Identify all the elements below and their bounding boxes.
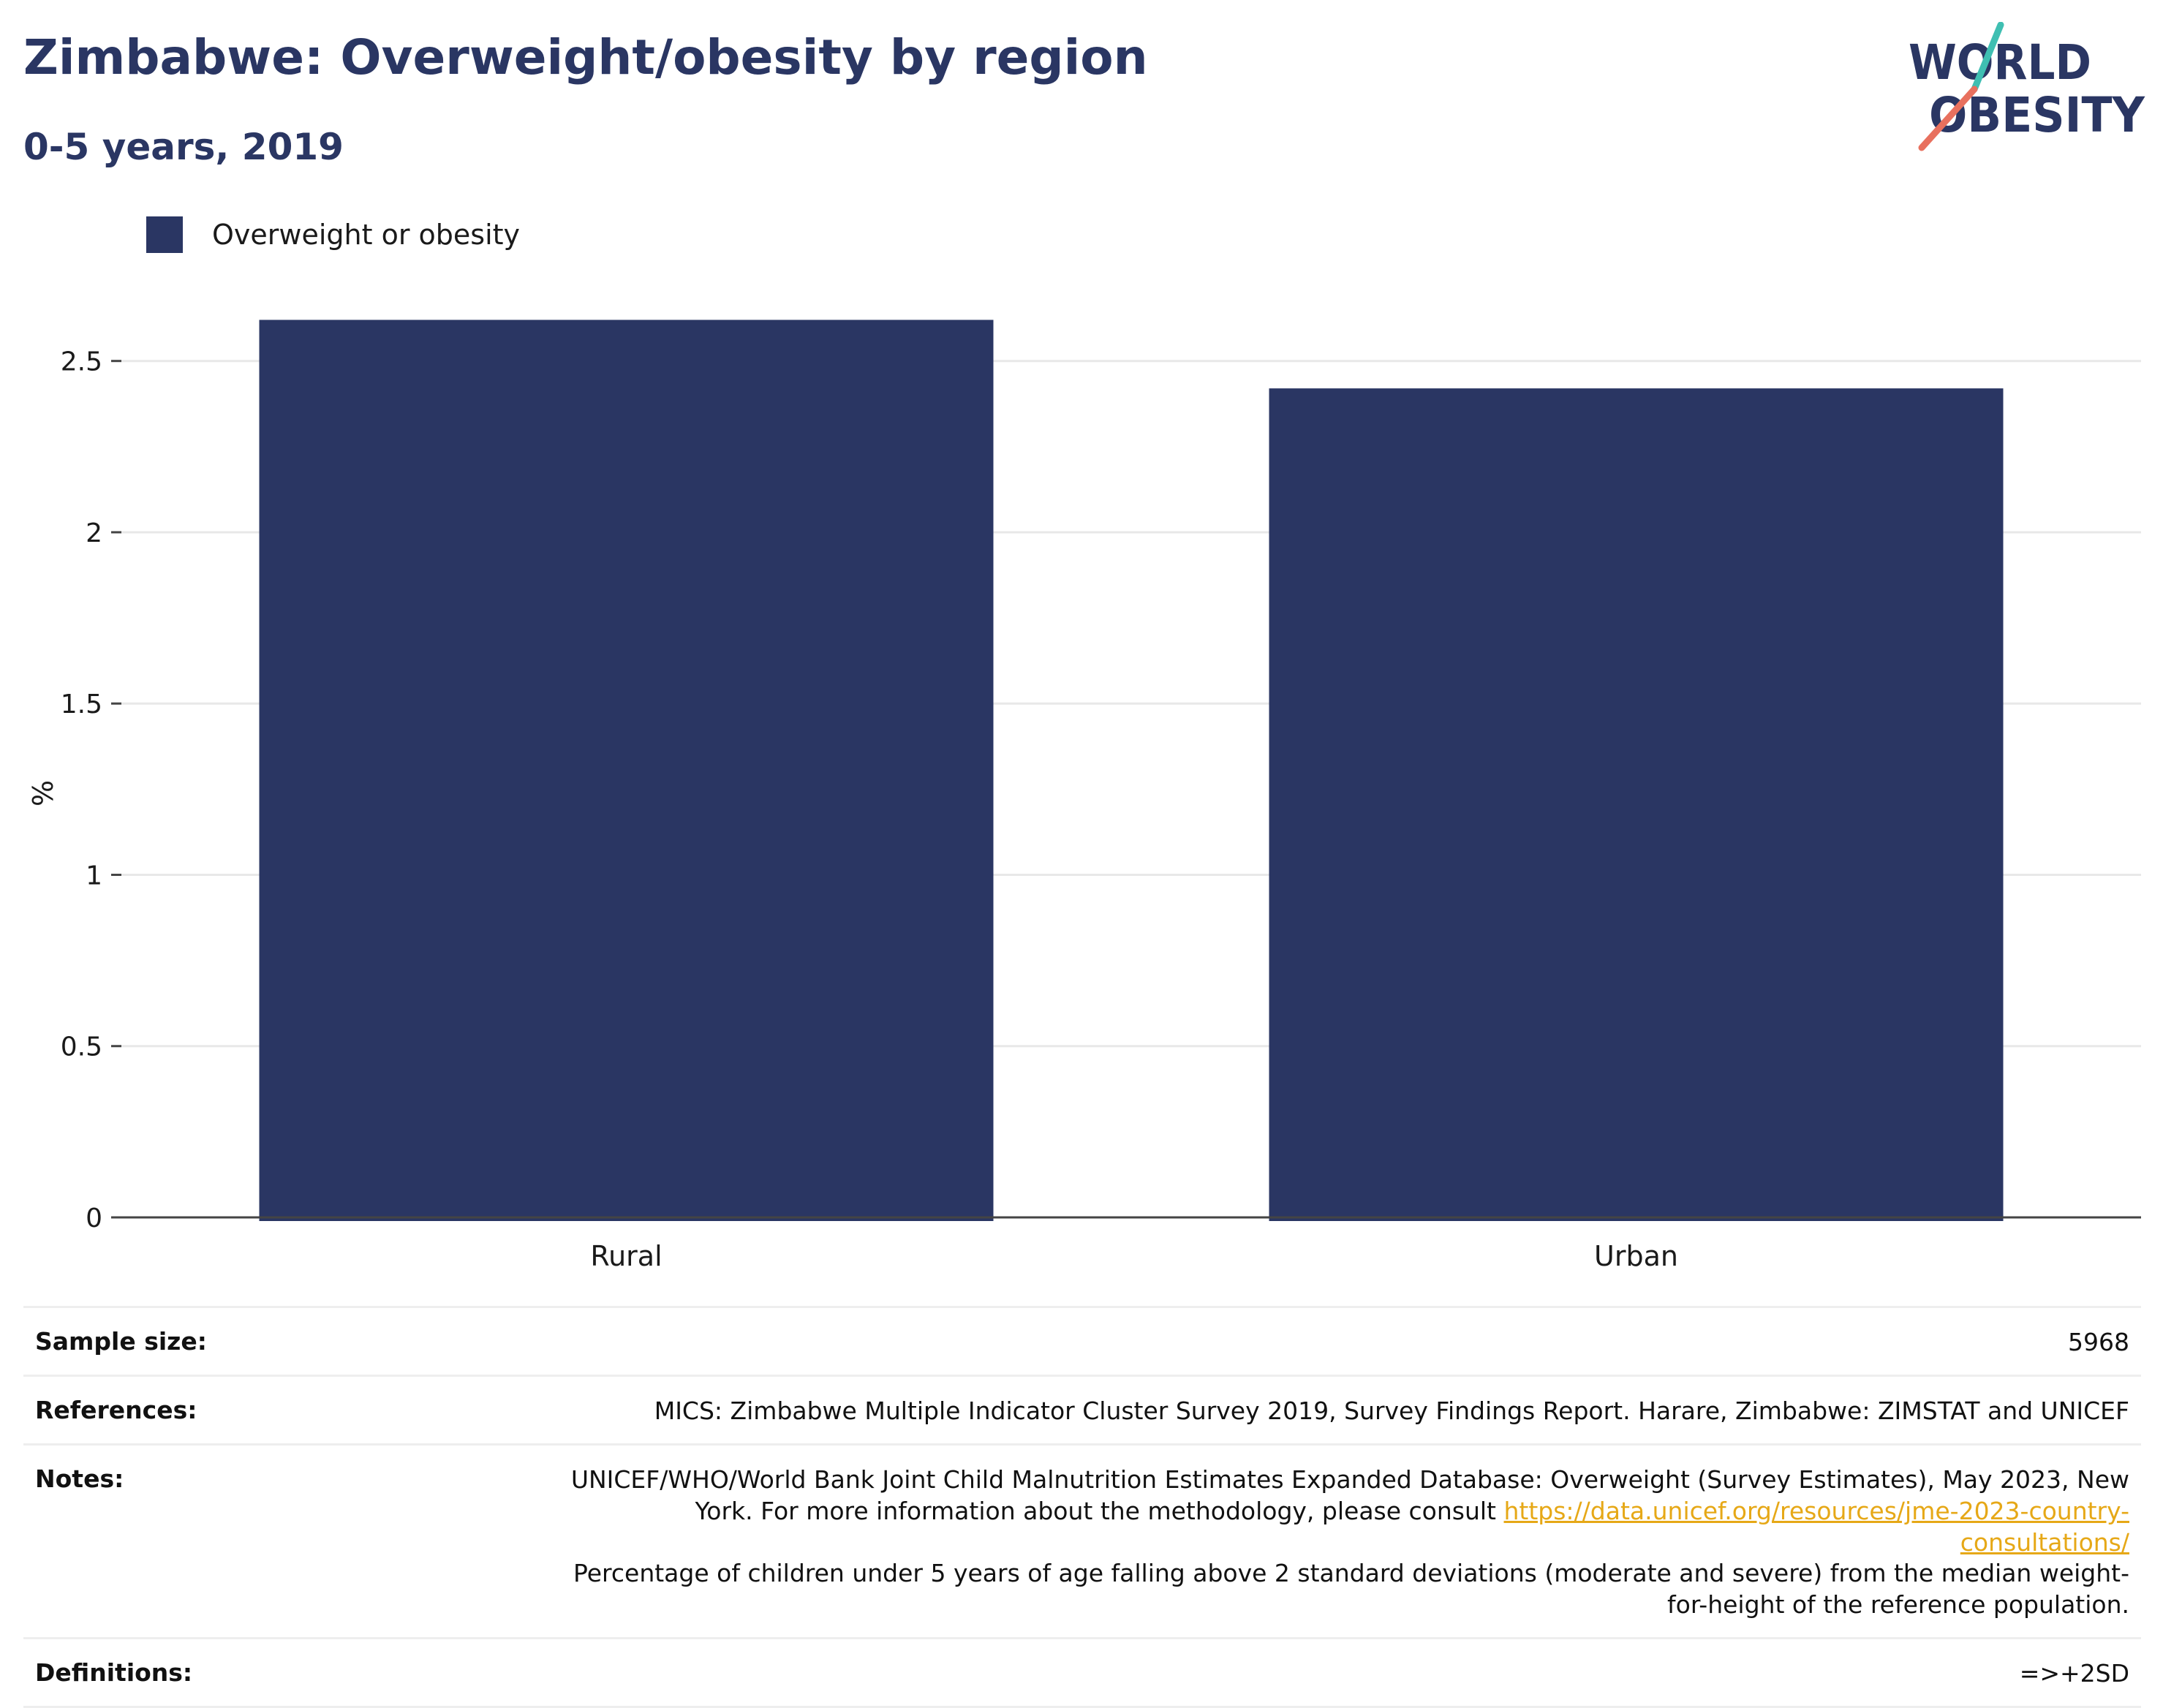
sample-size-value: 5968	[2068, 1328, 2129, 1356]
y-tick-label: 2.5	[61, 347, 102, 377]
notes-row: Notes: UNICEF/WHO/World Bank Joint Child…	[23, 1443, 2141, 1637]
references-value: MICS: Zimbabwe Multiple Indicator Cluste…	[654, 1396, 2129, 1425]
sample-size-row: Sample size: 5968	[23, 1306, 2141, 1375]
references-row: References: MICS: Zimbabwe Multiple Indi…	[23, 1374, 2141, 1443]
y-axis-label: %	[27, 780, 59, 806]
references-label: References:	[35, 1395, 197, 1424]
notes-label: Notes:	[35, 1464, 124, 1493]
logo-slash-coral	[1918, 86, 1978, 151]
legend-label: Overweight or obesity	[212, 219, 521, 251]
info-table: Sample size: 5968 References: MICS: Zimb…	[23, 1306, 2141, 1708]
page-title: Zimbabwe: Overweight/obesity by region	[23, 29, 1148, 86]
y-tick-label: 0.5	[61, 1032, 102, 1062]
notes-link[interactable]: https://data.unicef.org/resources/jme-20…	[1503, 1496, 2130, 1557]
page-subtitle: 0-5 years, 2019	[23, 126, 344, 168]
bar-rural[interactable]	[259, 320, 994, 1222]
notes-value: UNICEF/WHO/World Bank Joint Child Malnut…	[535, 1465, 2129, 1621]
y-tick-label: 2	[86, 518, 102, 548]
x-tick-label: Rural	[590, 1240, 662, 1272]
y-tick-label: 1.5	[61, 689, 102, 719]
notes-text-1: UNICEF/WHO/World Bank Joint Child Malnut…	[570, 1465, 2129, 1525]
x-tick-labels: Rural Urban	[590, 1240, 1678, 1272]
definitions-row: Definitions: =>+2SD	[23, 1637, 2141, 1708]
y-tick-label: 0	[86, 1203, 102, 1233]
bar-chart: 0 0.5 1 1.5 2 2.5 Rural Urban %	[27, 320, 2141, 1272]
logo-text-line1: WORLD	[1909, 34, 2091, 91]
bars	[259, 320, 2004, 1222]
bar-urban[interactable]	[1269, 388, 2004, 1221]
y-tick-labels: 0 0.5 1 1.5 2 2.5	[61, 347, 121, 1233]
definitions-label: Definitions:	[35, 1658, 193, 1688]
definitions-value: =>+2SD	[2019, 1659, 2129, 1688]
legend: Overweight or obesity	[146, 216, 520, 253]
legend-swatch	[146, 216, 183, 253]
y-tick-label: 1	[86, 861, 102, 891]
logo-slash-teal	[1971, 22, 2004, 93]
world-obesity-logo: WORLD OBESITY	[1909, 22, 2145, 151]
notes-text-2: Percentage of children under 5 years of …	[573, 1559, 2129, 1620]
x-tick-label: Urban	[1594, 1240, 1678, 1272]
sample-size-label: Sample size:	[35, 1327, 207, 1356]
